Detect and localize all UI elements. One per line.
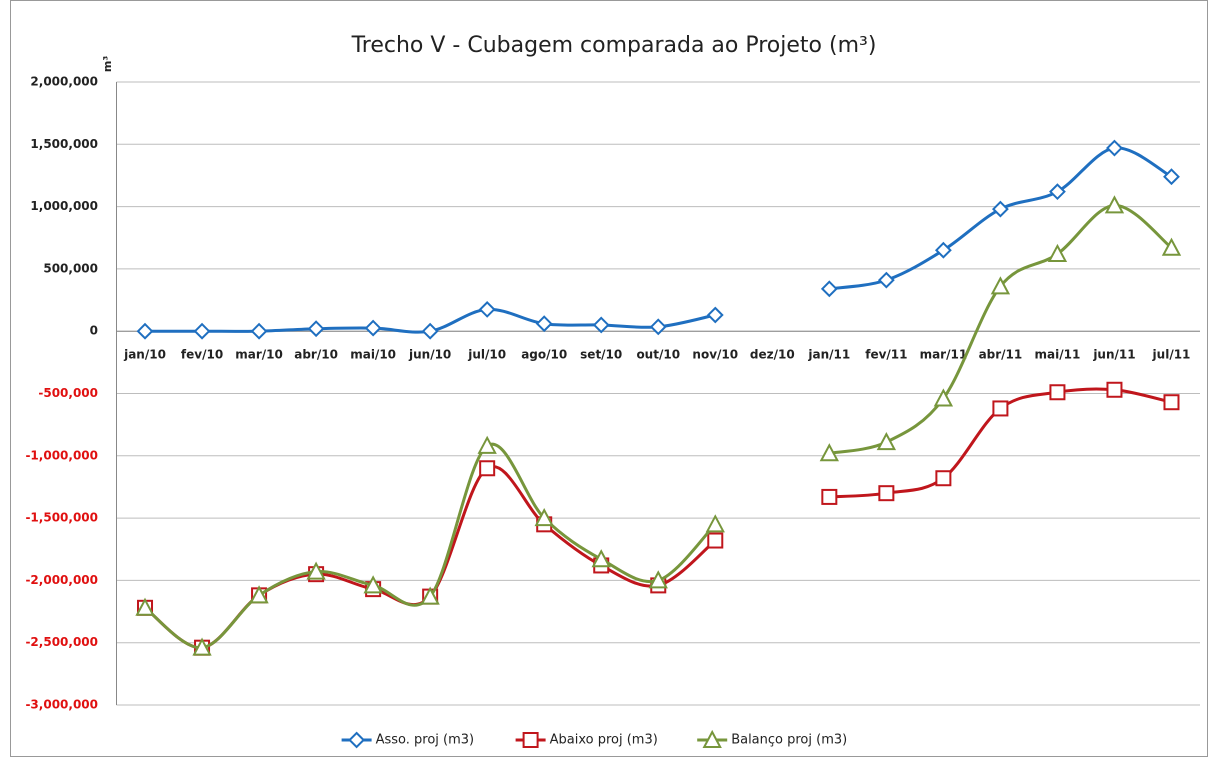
marker: [707, 532, 724, 549]
marker: [192, 637, 212, 656]
marker: [193, 322, 211, 340]
marker: [935, 470, 952, 487]
x-tick-label: mar/10: [235, 348, 283, 362]
marker: [1049, 183, 1066, 201]
series: [135, 195, 1182, 656]
marker: [821, 488, 838, 505]
y-tick-label: -3,000,000: [25, 698, 98, 712]
y-tick-label: -2,000,000: [25, 573, 98, 587]
chart-border: [10, 0, 1208, 757]
marker: [820, 280, 838, 298]
marker: [1163, 394, 1180, 411]
marker: [136, 322, 154, 340]
y-tick-label: -1,500,000: [25, 511, 98, 525]
marker: [307, 320, 325, 338]
x-tick-label: jan/11: [807, 348, 850, 362]
marker: [592, 316, 610, 334]
series: [136, 139, 1180, 340]
marker: [1104, 195, 1125, 214]
y-tick-label: 1,000,000: [30, 199, 98, 213]
legend-marker: [522, 732, 539, 748]
y-tick-label: 0: [90, 324, 98, 338]
x-tick-label: out/10: [636, 348, 680, 362]
marker: [364, 319, 382, 337]
x-tick-label: nov/10: [692, 348, 738, 362]
marker: [420, 586, 440, 605]
x-tick-label: mar/11: [920, 348, 968, 362]
marker: [877, 271, 895, 289]
x-tick-label: ago/10: [521, 348, 567, 362]
marker: [706, 306, 724, 324]
marker: [1047, 243, 1068, 262]
chart-title: Trecho V - Cubagem comparada ao Projeto …: [351, 33, 877, 58]
x-tick-label: jan/10: [123, 348, 166, 362]
marker: [648, 570, 668, 589]
legend-label: Balanço proj (m3): [731, 733, 847, 748]
marker: [249, 585, 269, 604]
marker: [878, 485, 895, 502]
y-tick-label: -500,000: [38, 386, 98, 400]
marker: [1163, 168, 1180, 186]
legend-marker: [348, 731, 366, 749]
x-tick-label: jun/11: [1092, 348, 1135, 362]
legend-label: Abaixo proj (m3): [550, 733, 658, 748]
legend-label: Asso. proj (m3): [376, 733, 475, 748]
y-tick-label: 1,500,000: [30, 137, 98, 151]
x-tick-label: jul/10: [467, 348, 506, 362]
marker: [306, 561, 326, 580]
x-tick-label: set/10: [580, 348, 622, 362]
marker: [535, 315, 553, 333]
marker: [135, 597, 155, 616]
legend-marker: [702, 729, 722, 748]
y-tick-label: -2,500,000: [25, 635, 98, 649]
marker: [478, 300, 496, 318]
marker: [991, 200, 1009, 218]
marker: [876, 431, 897, 451]
x-tick-label: jul/11: [1152, 348, 1191, 362]
marker: [534, 507, 554, 527]
marker: [990, 276, 1011, 295]
marker: [1106, 381, 1123, 398]
marker: [479, 460, 496, 477]
marker: [421, 322, 439, 340]
marker: [819, 443, 839, 462]
x-tick-label: jun/10: [408, 348, 451, 362]
y-tick-label: 2,000,000: [30, 75, 98, 89]
marker: [591, 549, 611, 568]
y-tick-label: 500,000: [43, 261, 98, 275]
marker: [992, 400, 1009, 417]
marker: [1161, 237, 1182, 256]
marker: [250, 322, 268, 340]
x-tick-label: abr/10: [294, 348, 338, 362]
marker: [1049, 384, 1066, 401]
x-tick-label: dez/10: [750, 348, 795, 362]
marker: [1106, 139, 1123, 157]
marker: [363, 575, 383, 594]
marker: [477, 435, 497, 454]
marker: [649, 318, 667, 336]
marker: [933, 388, 954, 407]
x-tick-label: fev/11: [865, 348, 907, 362]
x-tick-label: mai/11: [1035, 348, 1081, 362]
y-axis-label: m³: [101, 56, 114, 72]
x-tick-label: abr/11: [979, 348, 1023, 362]
x-tick-label: mai/10: [350, 348, 396, 362]
x-tick-label: fev/10: [181, 348, 223, 362]
y-tick-label: -1,000,000: [25, 448, 98, 462]
marker: [934, 241, 952, 259]
marker: [705, 514, 725, 533]
